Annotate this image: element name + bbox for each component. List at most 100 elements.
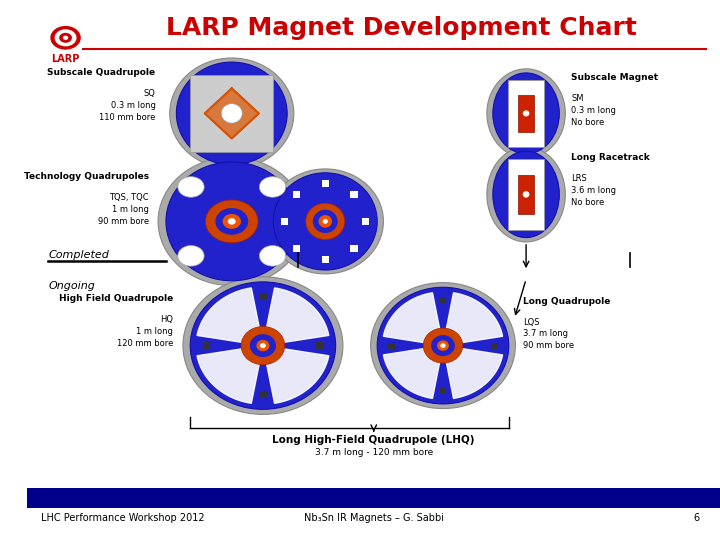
Polygon shape — [197, 288, 263, 346]
Text: Nb₃Sn IR Magnets – G. Sabbi: Nb₃Sn IR Magnets – G. Sabbi — [304, 514, 444, 523]
Text: SQ: SQ — [144, 89, 156, 98]
Text: 0.3 m long: 0.3 m long — [571, 106, 616, 115]
Ellipse shape — [431, 335, 455, 356]
Bar — [322, 256, 329, 263]
Polygon shape — [263, 288, 329, 346]
Ellipse shape — [493, 151, 559, 238]
Ellipse shape — [176, 62, 287, 165]
Text: Subscale Magnet: Subscale Magnet — [571, 73, 658, 82]
Ellipse shape — [523, 191, 529, 198]
Bar — [322, 180, 329, 187]
Text: 1 m long: 1 m long — [112, 205, 148, 214]
Bar — [202, 342, 210, 349]
Ellipse shape — [377, 287, 509, 404]
Bar — [350, 191, 358, 198]
Ellipse shape — [241, 327, 284, 364]
Ellipse shape — [256, 340, 269, 352]
Text: LQS: LQS — [523, 318, 539, 327]
Ellipse shape — [441, 343, 446, 348]
Ellipse shape — [323, 219, 328, 224]
Text: High Field Quadrupole: High Field Quadrupole — [58, 294, 173, 303]
Ellipse shape — [318, 215, 332, 228]
Ellipse shape — [166, 162, 297, 281]
Text: Long Racetrack: Long Racetrack — [571, 153, 650, 162]
Circle shape — [63, 36, 68, 40]
Text: Ongoing: Ongoing — [48, 281, 95, 291]
Ellipse shape — [190, 282, 336, 409]
Text: HQ: HQ — [160, 315, 173, 324]
Text: 120 mm bore: 120 mm bore — [117, 339, 173, 348]
Bar — [362, 218, 369, 225]
Ellipse shape — [222, 214, 241, 229]
Ellipse shape — [423, 328, 463, 363]
Bar — [293, 191, 300, 198]
Ellipse shape — [183, 277, 343, 414]
Ellipse shape — [221, 104, 243, 123]
Text: 3.6 m long: 3.6 m long — [571, 186, 616, 195]
Text: No bore: No bore — [571, 198, 604, 207]
Polygon shape — [204, 89, 258, 138]
Text: 90 mm bore: 90 mm bore — [523, 341, 574, 350]
Ellipse shape — [259, 246, 286, 266]
Text: 3.7 m long - 120 mm bore: 3.7 m long - 120 mm bore — [315, 448, 433, 457]
Ellipse shape — [267, 169, 384, 274]
Bar — [259, 293, 266, 299]
Bar — [518, 175, 534, 214]
Ellipse shape — [306, 203, 345, 240]
Polygon shape — [383, 293, 443, 346]
Ellipse shape — [274, 173, 377, 270]
Bar — [190, 75, 274, 152]
Text: Long High-Field Quadrupole (LHQ): Long High-Field Quadrupole (LHQ) — [272, 435, 475, 445]
Ellipse shape — [371, 282, 516, 409]
Text: LHC Performance Workshop 2012: LHC Performance Workshop 2012 — [41, 514, 205, 523]
Ellipse shape — [487, 69, 565, 158]
Text: TQS, TQC: TQS, TQC — [109, 193, 148, 202]
Text: LARP Magnet Development Chart: LARP Magnet Development Chart — [166, 16, 637, 40]
Polygon shape — [383, 346, 443, 399]
Polygon shape — [443, 346, 503, 399]
Bar — [281, 218, 289, 225]
Polygon shape — [263, 346, 329, 403]
Text: 0.3 m long: 0.3 m long — [111, 100, 156, 110]
Bar — [316, 342, 323, 349]
Bar — [293, 245, 300, 252]
Text: Technology Quadrupoles: Technology Quadrupoles — [24, 172, 148, 181]
Ellipse shape — [205, 200, 258, 243]
Polygon shape — [443, 293, 503, 346]
Text: Completed: Completed — [48, 250, 109, 260]
Ellipse shape — [312, 210, 338, 233]
Bar — [508, 80, 544, 146]
Ellipse shape — [487, 147, 565, 242]
Text: 110 mm bore: 110 mm bore — [99, 112, 156, 122]
Circle shape — [59, 33, 72, 43]
Text: 3.7 m long: 3.7 m long — [523, 329, 567, 339]
Text: LRS: LRS — [571, 174, 587, 183]
Ellipse shape — [178, 177, 204, 197]
Text: 90 mm bore: 90 mm bore — [97, 217, 148, 226]
Bar — [508, 159, 544, 230]
Bar — [440, 297, 446, 303]
Text: No bore: No bore — [571, 118, 604, 127]
Text: LARP: LARP — [51, 54, 80, 64]
Bar — [491, 343, 498, 348]
Bar — [440, 388, 446, 394]
Bar — [350, 245, 358, 252]
Ellipse shape — [170, 58, 294, 169]
Bar — [388, 343, 395, 348]
Circle shape — [50, 26, 81, 50]
Ellipse shape — [259, 177, 286, 197]
Text: 1 m long: 1 m long — [136, 327, 173, 336]
Text: SM: SM — [571, 94, 584, 103]
Circle shape — [55, 29, 76, 46]
Bar — [518, 95, 534, 132]
Ellipse shape — [215, 208, 248, 235]
Text: Long Quadrupole: Long Quadrupole — [523, 296, 610, 306]
Ellipse shape — [228, 218, 235, 225]
Ellipse shape — [493, 73, 559, 154]
Polygon shape — [197, 346, 263, 403]
Ellipse shape — [260, 343, 266, 348]
Ellipse shape — [523, 110, 529, 117]
Ellipse shape — [158, 157, 305, 286]
Bar — [259, 392, 266, 399]
Bar — [27, 488, 720, 508]
